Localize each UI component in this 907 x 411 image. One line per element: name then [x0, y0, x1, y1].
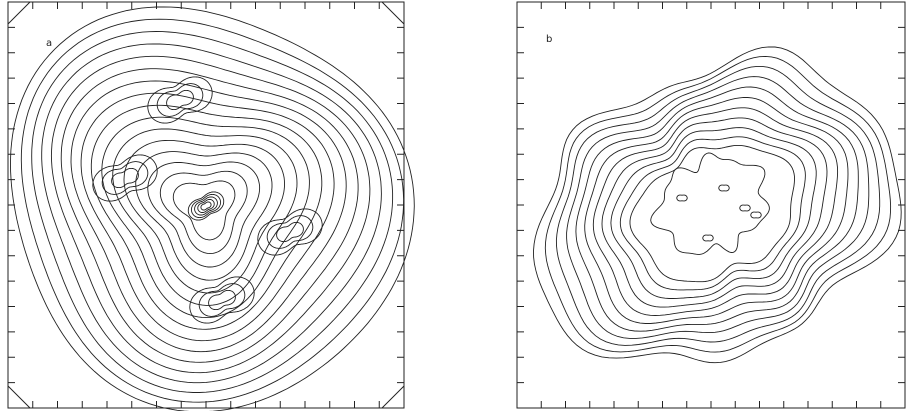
corner-arc — [7, 385, 31, 409]
contour — [156, 83, 204, 117]
contour — [70, 80, 347, 353]
corner-arc — [381, 1, 405, 25]
contour — [187, 191, 225, 221]
panel-frame — [516, 1, 906, 409]
contour — [166, 89, 194, 111]
contour — [200, 201, 212, 211]
contour — [629, 144, 795, 283]
contour — [10, 6, 415, 411]
contour — [101, 161, 149, 195]
contour — [276, 221, 304, 243]
contour — [123, 139, 285, 294]
contour — [60, 68, 359, 363]
panel-label: a — [46, 38, 52, 49]
contour — [159, 170, 248, 255]
contour — [718, 184, 730, 192]
contour — [584, 96, 849, 324]
contour — [702, 234, 714, 242]
contour — [257, 208, 323, 256]
contour — [619, 136, 806, 291]
contour — [101, 116, 310, 319]
contour — [208, 289, 236, 311]
contour — [592, 107, 839, 316]
contour — [650, 152, 770, 255]
contour — [190, 193, 222, 219]
contour — [92, 154, 158, 202]
contour — [601, 117, 828, 308]
contour — [111, 167, 139, 189]
contour — [147, 161, 261, 268]
contour — [266, 215, 314, 249]
contour — [147, 76, 213, 124]
contour — [555, 65, 881, 346]
contour — [41, 43, 382, 384]
panel-a: a — [7, 1, 415, 411]
contour — [90, 104, 323, 330]
panel-b: b — [516, 1, 906, 409]
contour — [80, 92, 335, 342]
contour — [197, 199, 215, 213]
panel-label: b — [546, 34, 552, 45]
contour — [610, 127, 817, 299]
contour — [20, 18, 405, 403]
contour — [50, 55, 371, 374]
contour — [544, 55, 892, 353]
contour — [533, 46, 902, 364]
corner-arc — [7, 1, 31, 25]
contour — [575, 86, 859, 332]
contour — [135, 151, 273, 281]
contour — [739, 204, 751, 212]
corner-arc — [381, 385, 405, 409]
contour — [189, 276, 255, 324]
contour — [172, 180, 236, 241]
contour — [31, 31, 394, 393]
contour — [194, 196, 218, 216]
contour — [750, 211, 762, 219]
contour — [676, 194, 688, 202]
contour — [198, 283, 246, 317]
contour — [566, 76, 870, 339]
